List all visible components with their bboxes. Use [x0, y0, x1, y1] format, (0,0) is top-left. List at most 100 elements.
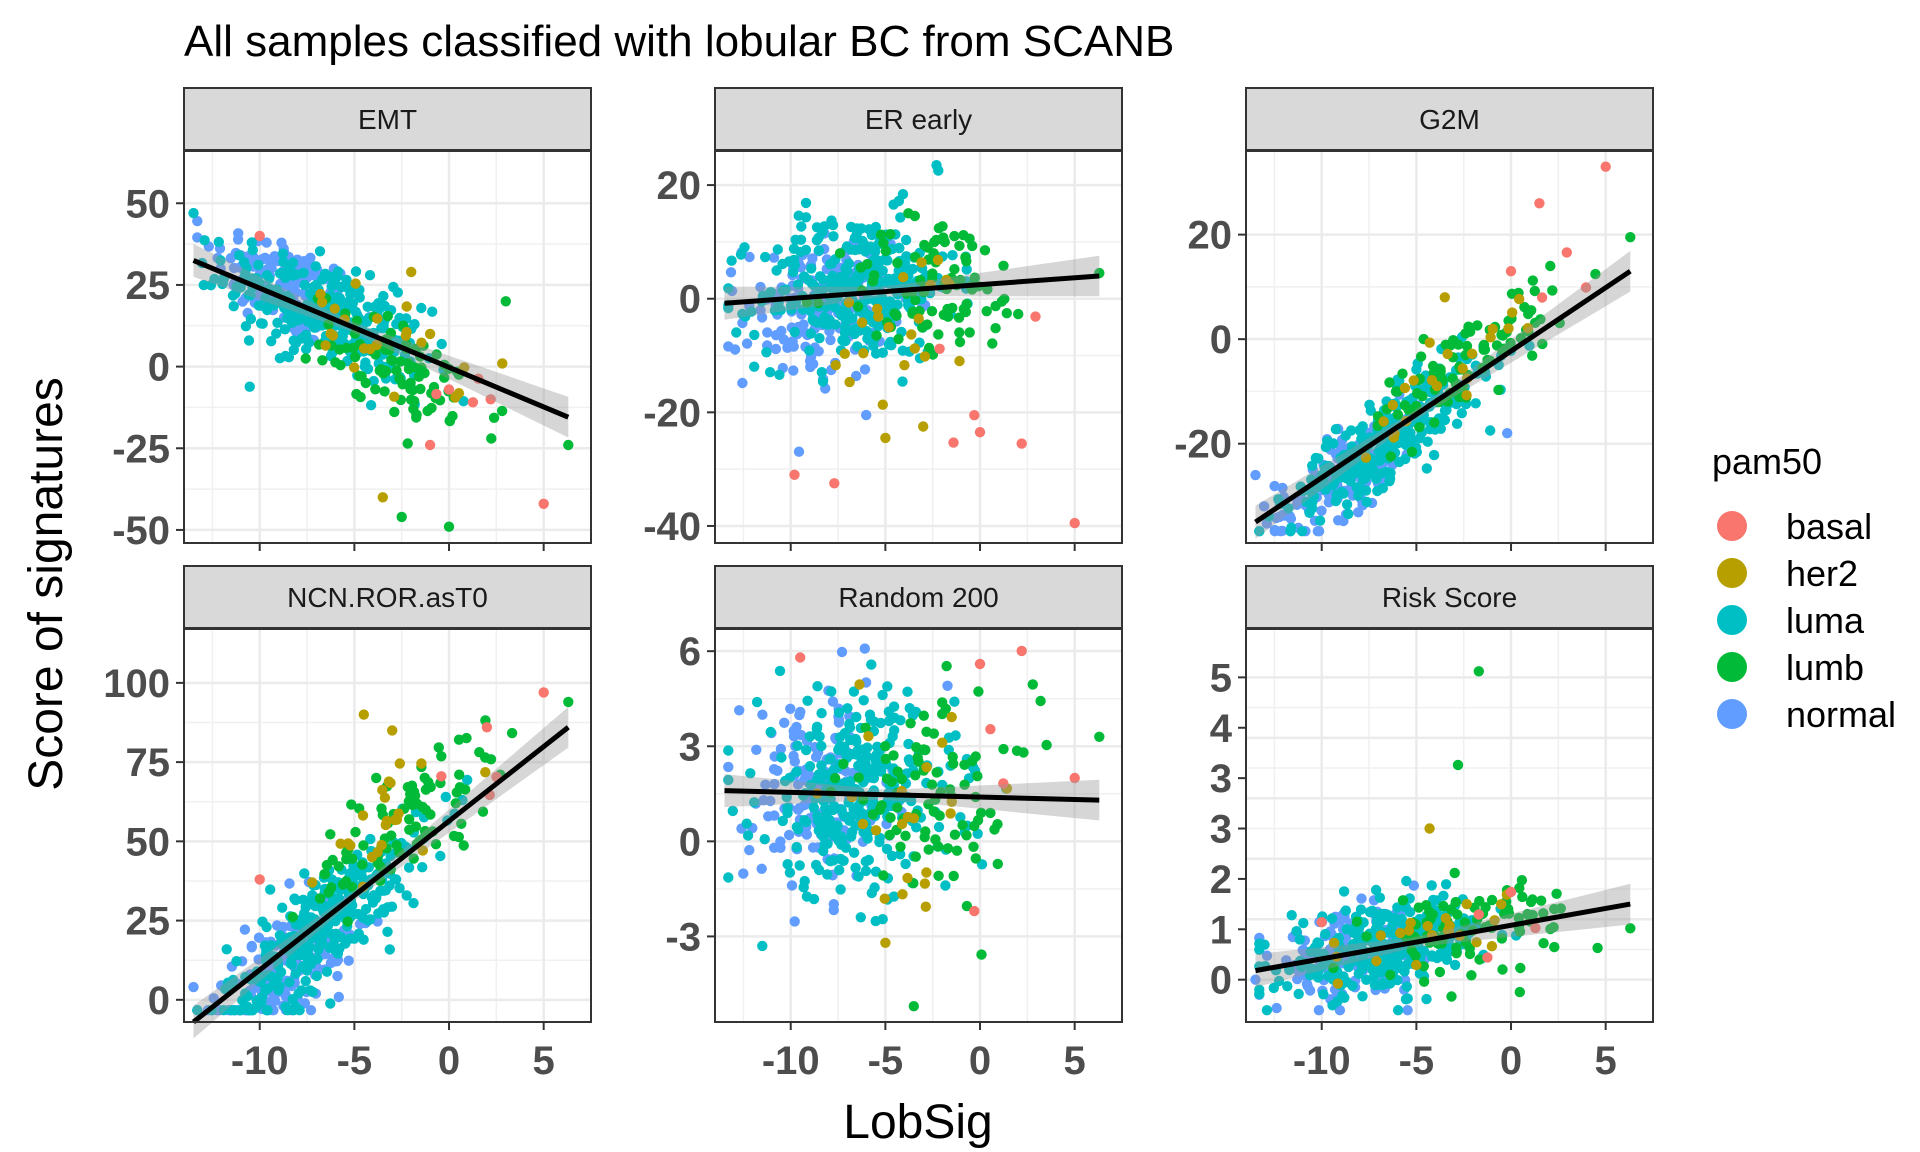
data-point [401, 301, 412, 312]
data-point [1356, 893, 1367, 904]
data-point [1013, 308, 1024, 320]
data-point [878, 870, 889, 881]
data-point [835, 884, 846, 895]
data-point [382, 926, 393, 937]
data-point [405, 789, 416, 800]
data-point [845, 221, 857, 233]
fit-line [724, 273, 1100, 306]
data-point [1341, 499, 1353, 510]
data-point [1363, 468, 1375, 480]
data-point [1426, 880, 1437, 891]
legend-label: her2 [1786, 553, 1858, 594]
data-point [985, 724, 996, 735]
x-tick-label: 0 [1500, 1039, 1522, 1083]
data-point [741, 338, 753, 349]
data-point [907, 306, 919, 317]
data-point [789, 326, 800, 338]
data-point [1302, 981, 1313, 992]
data-point [725, 267, 737, 278]
data-point [879, 254, 890, 265]
data-point [261, 921, 272, 933]
data-point [772, 765, 783, 776]
legend-label: basal [1786, 506, 1872, 547]
data-point [842, 266, 853, 277]
legend-label: normal [1786, 694, 1896, 735]
data-point [458, 396, 469, 407]
data-point [1353, 490, 1364, 501]
data-point [954, 240, 965, 251]
data-point [1397, 918, 1408, 929]
data-point [456, 818, 467, 829]
data-point [1421, 993, 1432, 1005]
data-point [431, 349, 442, 360]
data-point [397, 379, 408, 390]
data-point [440, 791, 451, 803]
data-point [430, 839, 442, 850]
data-point [802, 695, 813, 706]
data-point [930, 834, 941, 845]
data-point [299, 279, 310, 291]
data-point [871, 330, 882, 341]
data-point [907, 263, 918, 275]
data-point [792, 279, 804, 290]
data-point [342, 916, 353, 927]
data-point [765, 287, 776, 298]
data-point [1313, 1005, 1325, 1016]
data-point [889, 273, 901, 284]
data-point [817, 285, 828, 296]
data-point [801, 744, 812, 756]
y-tick-label: 4 [1210, 707, 1233, 751]
data-point [948, 758, 959, 769]
data-point [257, 318, 268, 329]
data-point [1328, 937, 1340, 949]
data-point [858, 348, 869, 359]
data-point [287, 257, 299, 268]
data-point [755, 305, 766, 316]
data-point [828, 899, 839, 910]
data-point [1472, 320, 1483, 331]
data-point [1580, 282, 1592, 293]
data-point [921, 762, 932, 773]
data-point [1424, 823, 1435, 834]
data-point [1411, 364, 1422, 375]
panel: Random 200 6 3 0 -3 -10 -5 0 5 [665, 565, 1123, 1083]
data-point [723, 745, 734, 756]
data-point [972, 771, 983, 782]
data-point [261, 237, 272, 248]
data-point [805, 328, 817, 339]
data-point [1551, 888, 1562, 899]
data-point [798, 882, 809, 893]
data-point [1389, 912, 1400, 923]
y-tick-label: -20 [643, 391, 701, 435]
y-tick-label: 20 [657, 164, 702, 208]
data-point [1375, 930, 1387, 941]
data-point [392, 287, 403, 298]
data-point [1273, 975, 1285, 987]
data-point [1283, 503, 1294, 514]
data-point [827, 824, 838, 835]
data-point [1536, 895, 1547, 906]
data-point [239, 924, 251, 935]
data-point [880, 245, 891, 257]
data-point [1316, 917, 1327, 928]
data-point [325, 328, 336, 339]
data-point [1372, 485, 1383, 497]
data-point [1361, 496, 1372, 508]
data-point [786, 304, 797, 315]
y-tick-label: 0 [148, 346, 170, 390]
data-point [857, 818, 869, 830]
data-point [362, 301, 373, 312]
data-point [827, 696, 839, 707]
data-point [1496, 899, 1507, 910]
data-point [723, 341, 734, 352]
data-point [967, 240, 978, 252]
legend-key [1717, 558, 1747, 588]
data-point [1441, 404, 1452, 416]
data-point [805, 779, 817, 790]
data-point [496, 405, 508, 417]
data-point [391, 365, 402, 376]
data-point [853, 772, 864, 783]
data-point [806, 263, 817, 274]
data-point [895, 841, 906, 852]
data-point [1493, 384, 1504, 396]
